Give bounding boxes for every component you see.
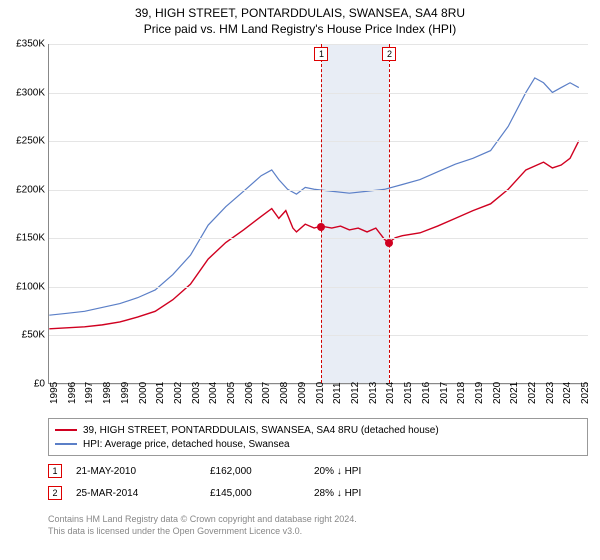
y-axis-label: £150K bbox=[5, 233, 45, 244]
transaction-price: £162,000 bbox=[210, 466, 300, 477]
x-axis-label: 2011 bbox=[332, 382, 343, 404]
transaction-date: 21-MAY-2010 bbox=[76, 466, 196, 477]
x-axis-label: 2020 bbox=[492, 382, 503, 404]
x-axis-label: 1999 bbox=[120, 382, 131, 404]
y-axis-label: £50K bbox=[5, 330, 45, 341]
chart-marker-dot bbox=[317, 223, 325, 231]
title-line1: 39, HIGH STREET, PONTARDDULAIS, SWANSEA,… bbox=[0, 6, 600, 20]
transaction-price: £145,000 bbox=[210, 488, 300, 499]
legend-box: 39, HIGH STREET, PONTARDDULAIS, SWANSEA,… bbox=[48, 418, 588, 456]
x-axis-label: 1996 bbox=[67, 382, 78, 404]
x-axis-label: 2004 bbox=[208, 382, 219, 404]
y-gridline bbox=[49, 335, 588, 336]
x-axis-label: 2006 bbox=[244, 382, 255, 404]
x-axis-label: 2013 bbox=[368, 382, 379, 404]
y-axis-label: £200K bbox=[5, 184, 45, 195]
chart-vline bbox=[389, 44, 390, 383]
x-axis-label: 2009 bbox=[297, 382, 308, 404]
legend-text: HPI: Average price, detached house, Swan… bbox=[83, 439, 290, 450]
x-axis-label: 2018 bbox=[456, 382, 467, 404]
chart-marker-box: 1 bbox=[314, 47, 328, 61]
footer-line2: This data is licensed under the Open Gov… bbox=[48, 526, 588, 538]
transaction-marker-box: 1 bbox=[48, 464, 62, 478]
x-axis-label: 2014 bbox=[385, 382, 396, 404]
chart-vline bbox=[321, 44, 322, 383]
y-axis-label: £250K bbox=[5, 136, 45, 147]
x-axis-label: 2003 bbox=[191, 382, 202, 404]
title-block: 39, HIGH STREET, PONTARDDULAIS, SWANSEA,… bbox=[0, 0, 600, 36]
chart-container: 39, HIGH STREET, PONTARDDULAIS, SWANSEA,… bbox=[0, 0, 600, 560]
transaction-date: 25-MAR-2014 bbox=[76, 488, 196, 499]
chart-plot-area: £0£50K£100K£150K£200K£250K£300K£350K1995… bbox=[48, 44, 588, 384]
chart-marker-dot bbox=[385, 239, 393, 247]
chart-marker-box: 2 bbox=[382, 47, 396, 61]
footer-line1: Contains HM Land Registry data © Crown c… bbox=[48, 514, 588, 526]
y-gridline bbox=[49, 238, 588, 239]
y-axis-label: £350K bbox=[5, 39, 45, 50]
x-axis-label: 2000 bbox=[138, 382, 149, 404]
y-gridline bbox=[49, 287, 588, 288]
legend-swatch bbox=[55, 429, 77, 431]
transaction-pct: 20% ↓ HPI bbox=[314, 466, 434, 477]
x-axis-label: 1998 bbox=[102, 382, 113, 404]
title-line2: Price paid vs. HM Land Registry's House … bbox=[0, 22, 600, 36]
legend-row: 39, HIGH STREET, PONTARDDULAIS, SWANSEA,… bbox=[55, 423, 581, 437]
x-axis-label: 1995 bbox=[49, 382, 60, 404]
x-axis-label: 2001 bbox=[155, 382, 166, 404]
y-gridline bbox=[49, 190, 588, 191]
x-axis-label: 2007 bbox=[261, 382, 272, 404]
x-axis-label: 2002 bbox=[173, 382, 184, 404]
x-axis-label: 2019 bbox=[474, 382, 485, 404]
x-axis-label: 2021 bbox=[509, 382, 520, 404]
y-axis-label: £100K bbox=[5, 281, 45, 292]
transaction-pct: 28% ↓ HPI bbox=[314, 488, 434, 499]
transaction-marker-box: 2 bbox=[48, 486, 62, 500]
y-gridline bbox=[49, 93, 588, 94]
y-gridline bbox=[49, 141, 588, 142]
x-axis-label: 2012 bbox=[350, 382, 361, 404]
x-axis-label: 2010 bbox=[315, 382, 326, 404]
x-axis-label: 2022 bbox=[527, 382, 538, 404]
y-gridline bbox=[49, 44, 588, 45]
footer-attribution: Contains HM Land Registry data © Crown c… bbox=[48, 514, 588, 537]
x-axis-label: 2016 bbox=[421, 382, 432, 404]
x-axis-label: 2017 bbox=[439, 382, 450, 404]
x-axis-label: 2023 bbox=[545, 382, 556, 404]
y-axis-label: £0 bbox=[5, 379, 45, 390]
transaction-row: 1 21-MAY-2010 £162,000 20% ↓ HPI bbox=[48, 460, 588, 482]
transaction-row: 2 25-MAR-2014 £145,000 28% ↓ HPI bbox=[48, 482, 588, 504]
x-axis-label: 1997 bbox=[84, 382, 95, 404]
x-axis-label: 2024 bbox=[562, 382, 573, 404]
y-axis-label: £300K bbox=[5, 87, 45, 98]
legend-swatch bbox=[55, 443, 77, 445]
x-axis-label: 2015 bbox=[403, 382, 414, 404]
transactions-table: 1 21-MAY-2010 £162,000 20% ↓ HPI 2 25-MAR-201… bbox=[48, 460, 588, 504]
chart-lines-svg bbox=[49, 44, 588, 383]
legend-row: HPI: Average price, detached house, Swan… bbox=[55, 437, 581, 451]
x-axis-label: 2025 bbox=[580, 382, 591, 404]
legend-text: 39, HIGH STREET, PONTARDDULAIS, SWANSEA,… bbox=[83, 425, 439, 436]
x-axis-label: 2008 bbox=[279, 382, 290, 404]
x-axis-label: 2005 bbox=[226, 382, 237, 404]
